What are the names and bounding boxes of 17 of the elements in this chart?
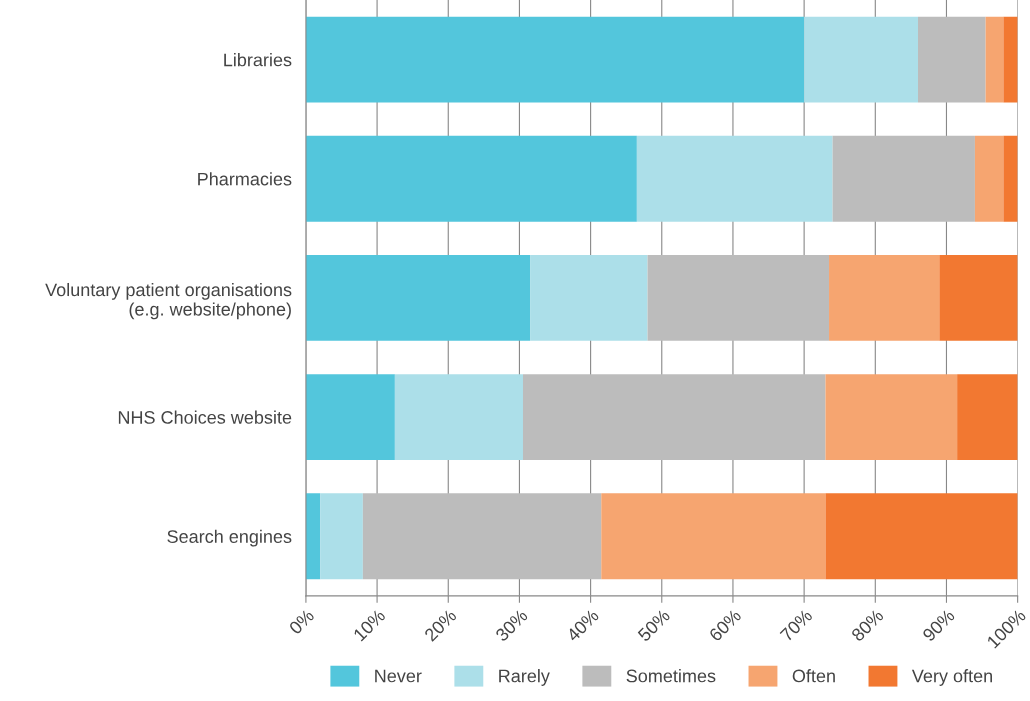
x-tick-label: 60% xyxy=(708,608,742,642)
y-tick-label: NHS Choices website xyxy=(118,410,292,424)
x-tick-label: 70% xyxy=(779,608,814,642)
legend-label: Often xyxy=(792,669,835,683)
x-tick-label: 0% xyxy=(288,608,315,635)
y-tick-label: Voluntary patient organisations (e.g. website/phone) xyxy=(45,282,292,320)
x-tick-label: 50% xyxy=(637,608,671,643)
legend-label: Never xyxy=(375,669,422,683)
legend-label: Sometimes xyxy=(626,669,716,683)
x-tick-label: 30% xyxy=(494,608,529,643)
y-tick-label: Libraries xyxy=(224,53,292,67)
y-tick-label: Search engines xyxy=(167,529,292,547)
legend-label: Rarely xyxy=(499,669,550,686)
y-tick-label: Pharmacies xyxy=(198,172,292,186)
x-tick-label: 40% xyxy=(565,608,600,643)
legend-label: Very often xyxy=(911,669,992,686)
x-tick-label: 90% xyxy=(921,608,956,642)
